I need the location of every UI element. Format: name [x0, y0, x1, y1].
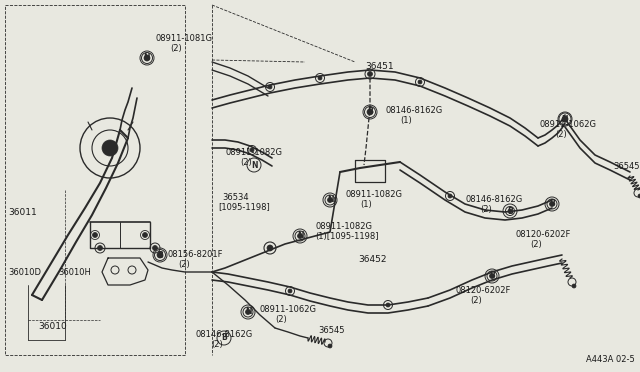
Circle shape — [328, 198, 333, 202]
Text: 36452: 36452 — [358, 255, 387, 264]
Circle shape — [157, 252, 163, 258]
Text: (1): (1) — [360, 200, 372, 209]
Text: (2): (2) — [555, 130, 567, 139]
Circle shape — [386, 303, 390, 307]
Circle shape — [550, 202, 554, 206]
Text: N: N — [562, 115, 568, 124]
Circle shape — [448, 194, 452, 198]
Text: N: N — [297, 231, 303, 241]
Circle shape — [508, 209, 512, 213]
Text: B: B — [367, 108, 373, 116]
Text: (2): (2) — [240, 158, 252, 167]
Text: N: N — [244, 308, 252, 317]
Text: 36010D: 36010D — [8, 268, 41, 277]
Text: [1095-1198]: [1095-1198] — [218, 202, 269, 211]
Circle shape — [268, 85, 272, 89]
Circle shape — [367, 109, 373, 115]
Text: 36451: 36451 — [365, 62, 394, 71]
Text: 08911-1082G: 08911-1082G — [345, 190, 402, 199]
Text: (2): (2) — [211, 340, 223, 349]
Text: 08146-8162G: 08146-8162G — [385, 106, 442, 115]
Circle shape — [97, 246, 102, 250]
Text: 08146-8162G: 08146-8162G — [196, 330, 253, 339]
Text: B: B — [507, 206, 513, 215]
Text: 36011: 36011 — [8, 208, 36, 217]
Circle shape — [246, 310, 250, 314]
Text: B: B — [157, 250, 163, 260]
Circle shape — [102, 140, 118, 156]
Text: 36545: 36545 — [318, 326, 344, 335]
Text: (2): (2) — [480, 205, 492, 214]
Circle shape — [143, 232, 147, 237]
Circle shape — [318, 76, 322, 80]
Text: N: N — [144, 54, 150, 62]
Circle shape — [267, 245, 273, 251]
Text: 08120-6202F: 08120-6202F — [455, 286, 510, 295]
Text: B: B — [221, 334, 227, 343]
Text: (2): (2) — [470, 296, 482, 305]
Text: (2): (2) — [275, 315, 287, 324]
Text: 08911-1082G: 08911-1082G — [315, 222, 372, 231]
Circle shape — [250, 148, 254, 152]
Text: (1)[1095-1198]: (1)[1095-1198] — [315, 232, 378, 241]
Text: B: B — [549, 199, 555, 208]
Text: 08911-1081G: 08911-1081G — [155, 34, 212, 43]
Text: N: N — [327, 196, 333, 205]
Text: 08911-1062G: 08911-1062G — [260, 305, 317, 314]
Text: N: N — [251, 160, 257, 170]
Circle shape — [418, 80, 422, 84]
Circle shape — [298, 234, 303, 238]
Circle shape — [572, 284, 576, 288]
Text: 08911-1082G: 08911-1082G — [225, 148, 282, 157]
Text: (2): (2) — [170, 44, 182, 53]
Circle shape — [152, 246, 157, 250]
Circle shape — [93, 232, 97, 237]
Circle shape — [144, 55, 150, 61]
Text: 08146-8162G: 08146-8162G — [465, 195, 522, 204]
Text: (2): (2) — [178, 260, 189, 269]
Text: 36010: 36010 — [38, 322, 67, 331]
Text: A443A 02-5: A443A 02-5 — [586, 355, 635, 364]
Text: (1): (1) — [400, 116, 412, 125]
Text: 08911-1062G: 08911-1062G — [540, 120, 597, 129]
Circle shape — [638, 194, 640, 198]
Circle shape — [288, 289, 292, 293]
Circle shape — [562, 116, 568, 122]
Circle shape — [328, 344, 332, 348]
Text: 36534: 36534 — [222, 193, 248, 202]
Text: 36545: 36545 — [613, 162, 639, 171]
Circle shape — [490, 273, 495, 279]
Text: 08120-6202F: 08120-6202F — [515, 230, 570, 239]
Text: 08156-8201F: 08156-8201F — [168, 250, 223, 259]
Text: B: B — [489, 272, 495, 280]
Text: (2): (2) — [530, 240, 541, 249]
Text: 36010H: 36010H — [58, 268, 91, 277]
Circle shape — [367, 71, 372, 77]
